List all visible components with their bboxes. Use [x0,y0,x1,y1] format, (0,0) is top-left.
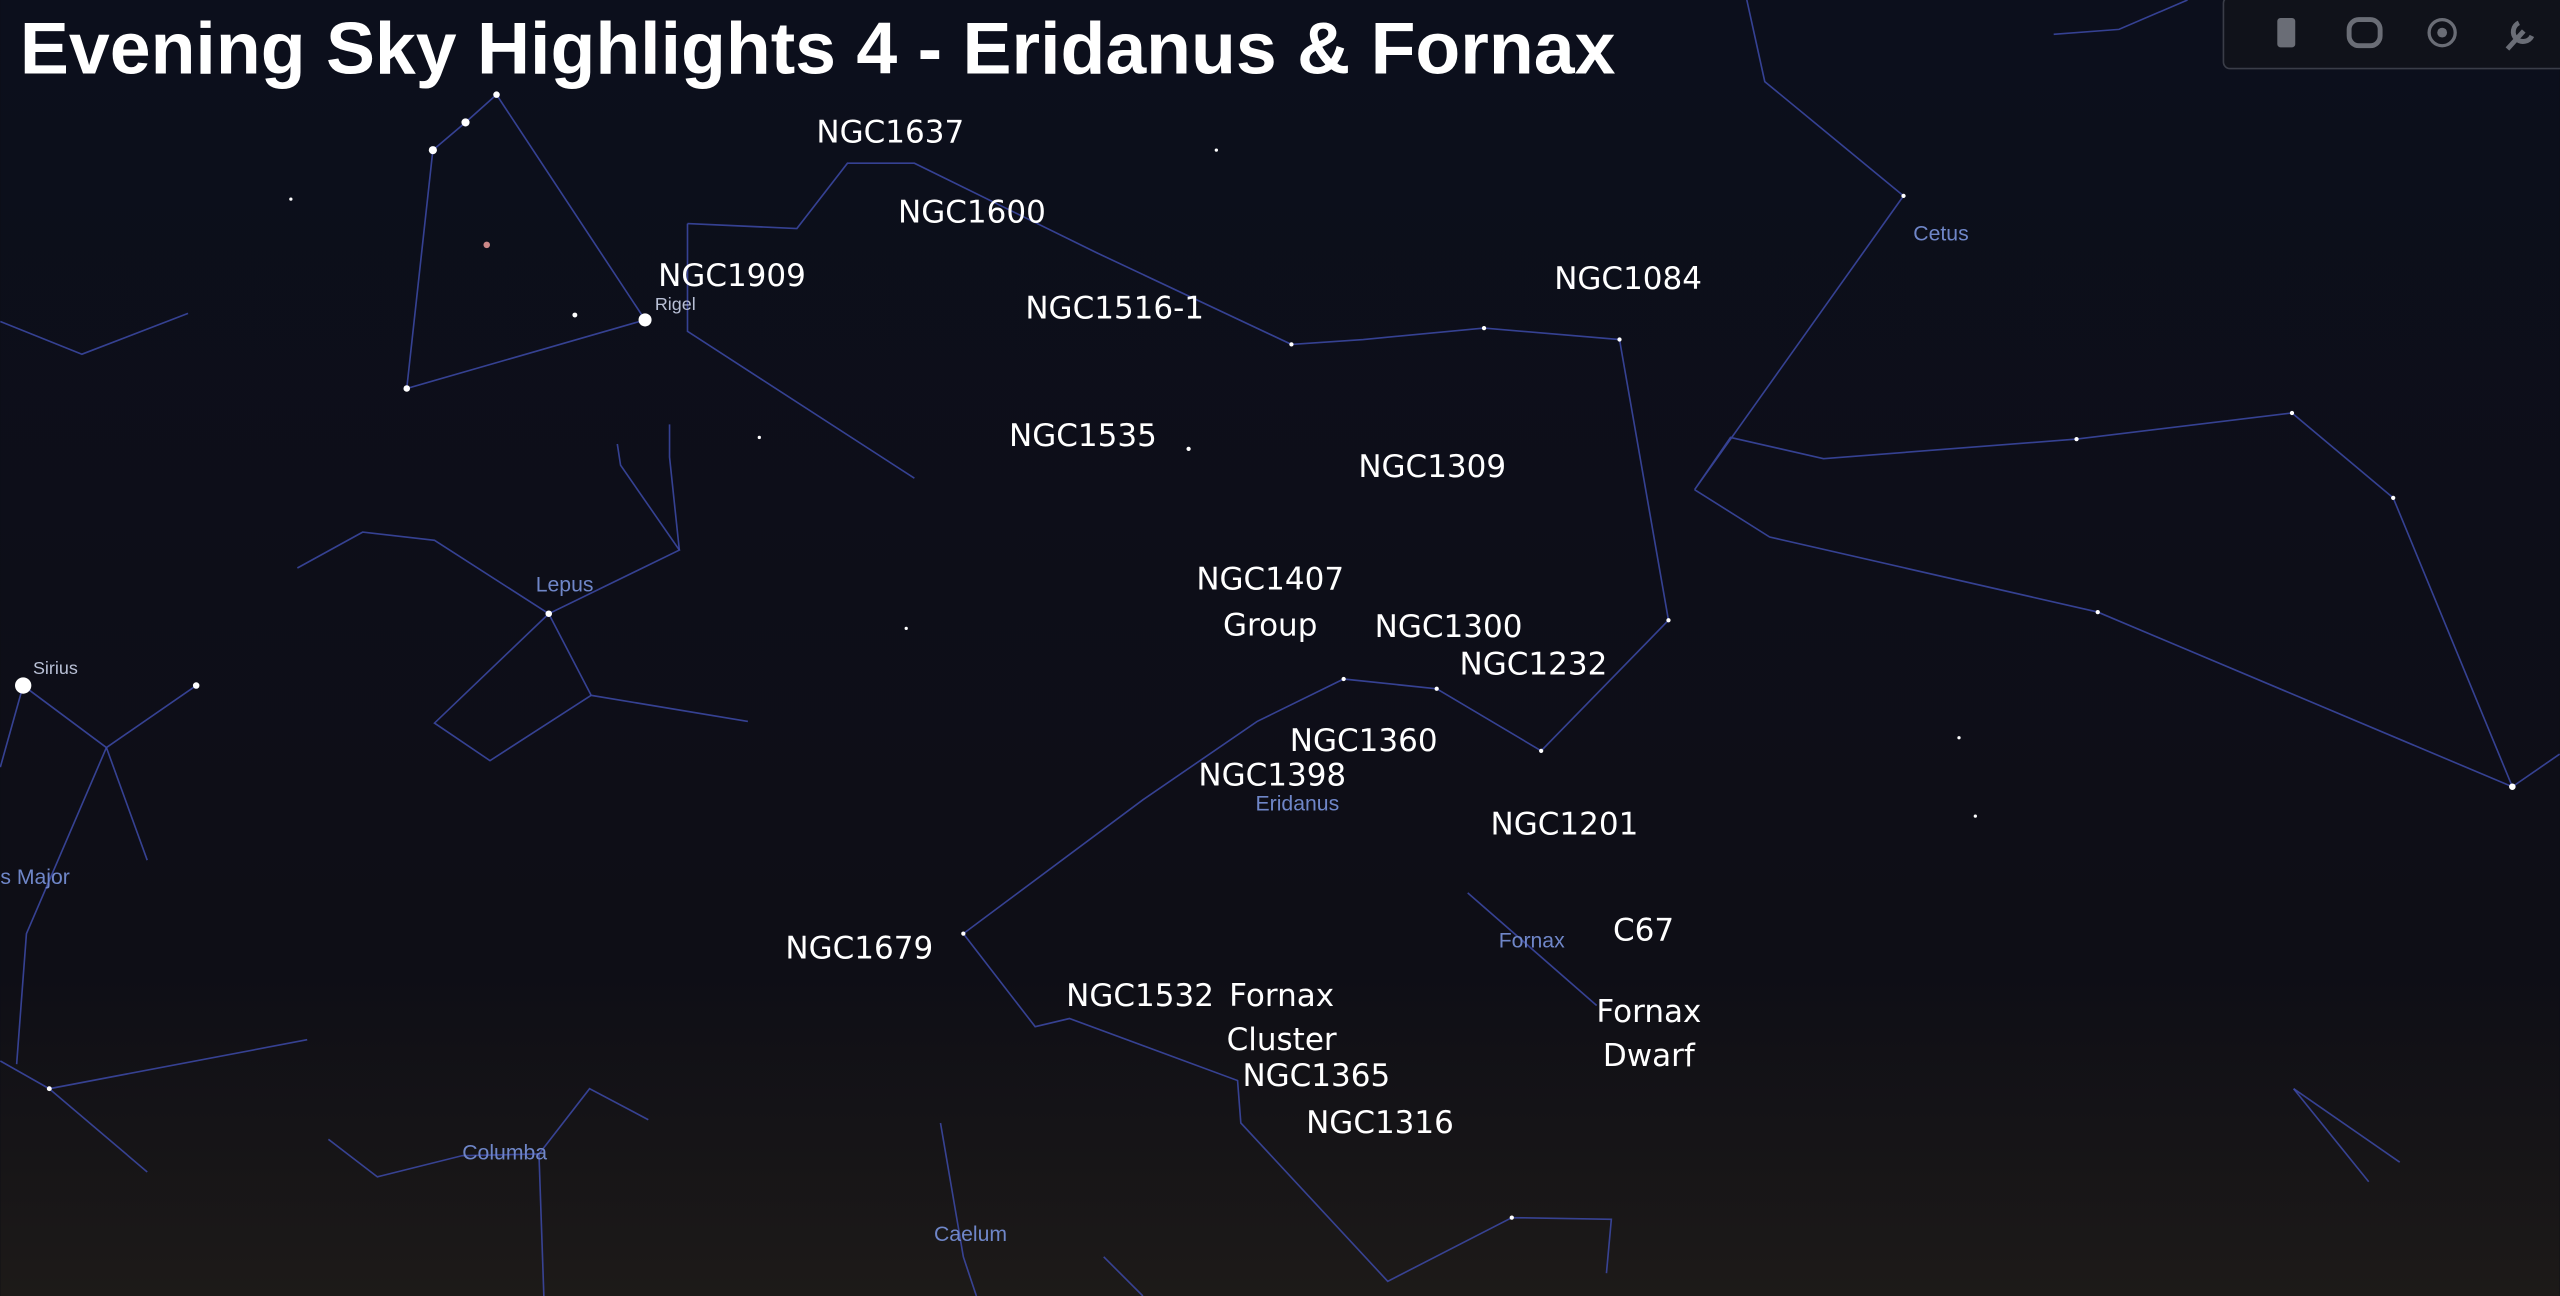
star-label: Sirius [33,658,78,678]
star-label: Rigel [655,294,696,314]
constellation-label: Fornax [1499,929,1565,952]
toolbar [2222,0,2560,70]
tool-icon[interactable] [2346,17,2383,49]
object-label: NGC1516-1 [1025,291,1204,327]
object-label: Fornax [1229,978,1334,1014]
object-label: NGC1360 [1290,723,1438,759]
tool-icon[interactable] [2505,20,2535,51]
object-label: NGC1407 [1196,562,1344,598]
object-label: Group [1223,607,1317,643]
object-label: NGC1300 [1375,609,1523,645]
object-label: NGC1316 [1306,1105,1454,1141]
object-label: NGC1398 [1198,757,1346,793]
object-label: NGC1679 [785,930,933,966]
constellation-label: Eridanus [1256,792,1340,815]
object-label: NGC1365 [1242,1058,1390,1094]
object-label: NGC1600 [898,194,1046,230]
constellation-label: s Major [0,866,70,889]
object-label: NGC1535 [1009,418,1157,454]
object-label: Fornax [1596,994,1701,1030]
object-label: NGC1909 [658,258,806,294]
object-label: NGC1201 [1491,806,1639,842]
object-label: C67 [1613,913,1674,949]
object-label: NGC1084 [1554,261,1702,297]
object-label: NGC1232 [1460,646,1608,682]
labels: NGC1637 NGC1600 NGC1909 NGC1516-1 NGC1084 NGC… [0,114,1968,1246]
stars [15,91,2516,1220]
constellation-label: Columba [462,1142,547,1165]
object-label: Dwarf [1603,1038,1696,1074]
object-label: NGC1637 [816,114,964,150]
constellation-label: Lepus [536,574,594,597]
constellation-label: Cetus [1913,223,1968,246]
object-label: NGC1309 [1358,449,1506,485]
tool-icon[interactable] [2427,17,2457,48]
object-label: Cluster [1227,1022,1337,1058]
tool-icon[interactable] [2277,17,2296,48]
title: Evening Sky Highlights 4 - Eridanus & Fo… [20,7,1616,89]
object-label: NGC1532 [1066,978,1214,1014]
constellation-label: Caelum [934,1223,1007,1246]
